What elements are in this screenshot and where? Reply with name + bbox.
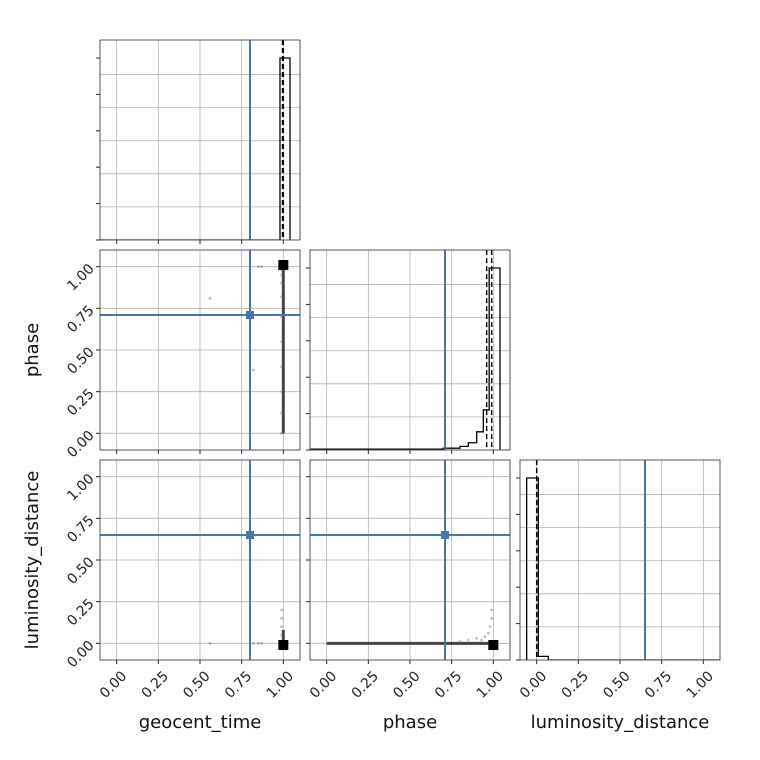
- panel-geocent_time-vs-luminosity_distance: 0.000.250.500.751.000.00 0.25 0.50 0.75 1.00: [64, 459, 301, 702]
- histogram-phase: [310, 267, 501, 450]
- grid-lines: [520, 460, 720, 660]
- sample-point: [280, 616, 284, 620]
- tick-label-x: 0.25: [559, 668, 592, 701]
- grid-lines: [100, 40, 300, 240]
- sample-point: [280, 633, 284, 637]
- panel-luminosity_distance-hist: 0.00 0.25 0.50 0.75 1.00: [516, 459, 721, 702]
- grid-lines: [310, 250, 510, 450]
- sample-point: [466, 638, 470, 642]
- tick-label-y: 0.25: [64, 596, 97, 629]
- sample-point: [280, 390, 284, 394]
- sample-point: [490, 608, 494, 612]
- tick-label-x: 0.25: [139, 668, 172, 701]
- sample-point: [256, 265, 260, 269]
- sample-point: [208, 296, 212, 300]
- sample-point: [280, 431, 284, 435]
- tick-label-x: 1.00: [684, 668, 717, 701]
- axis-label-x-luminosity_distance: luminosity_distance: [531, 712, 710, 733]
- peak-marker: [488, 640, 499, 650]
- sample-point: [260, 265, 264, 269]
- tick-label-y: 1.00: [64, 261, 97, 294]
- truth-marker: [246, 531, 254, 539]
- tick-label-x: 0.75: [642, 668, 675, 701]
- histogram-geocent_time: [100, 57, 291, 240]
- sample-point: [260, 641, 264, 645]
- tick-label-y: 0.50: [64, 344, 97, 377]
- axis-label-y-luminosity_distance: luminosity_distance: [22, 471, 43, 650]
- axis-label-y-phase: phase: [22, 323, 43, 377]
- tick-label-x: 0.00: [97, 668, 130, 701]
- sample-point: [458, 640, 462, 644]
- sample-point: [208, 641, 212, 645]
- sample-point: [280, 625, 284, 629]
- sample-point: [490, 616, 494, 620]
- grid-lines: [310, 460, 510, 660]
- sample-point: [280, 295, 284, 299]
- panel-phase-vs-luminosity_distance: 0.00 0.25 0.50 0.75 1.00: [306, 459, 511, 702]
- grid-lines: [100, 460, 300, 660]
- tick-label-y: 0.00: [64, 638, 97, 671]
- tick-label-x: 0.50: [180, 668, 213, 701]
- tick-label-y: 0.75: [64, 303, 97, 336]
- panel-frame: [99, 459, 301, 661]
- sample-point: [251, 641, 255, 645]
- sample-point: [280, 608, 284, 612]
- panel-geocent_time-vs-phase: 0.00 0.25 0.50 0.75 1.00: [64, 249, 301, 461]
- tick-label-x: 0.75: [222, 668, 255, 701]
- grid-lines: [100, 250, 300, 450]
- sample-point: [280, 411, 284, 415]
- panel-frame: [519, 459, 721, 661]
- histogram-luminosity_distance: [526, 477, 720, 660]
- panel-frame: [99, 249, 301, 451]
- tick-label-y: 0.75: [64, 513, 97, 546]
- panel-frame: [309, 249, 511, 451]
- truth-marker: [441, 531, 449, 539]
- tick-label-x: 0.50: [600, 668, 633, 701]
- sample-point: [483, 635, 487, 639]
- tick-label-x: 0.50: [390, 668, 423, 701]
- sample-point: [251, 368, 255, 372]
- panel-geocent_time-hist: [96, 39, 301, 244]
- tick-label-x: 0.00: [307, 668, 340, 701]
- tick-label-x: 0.00: [517, 668, 550, 701]
- tick-label-x: 1.00: [474, 668, 507, 701]
- truth-marker: [246, 311, 254, 319]
- tick-label-x: 1.00: [264, 668, 297, 701]
- sample-point: [488, 625, 492, 629]
- sample-point: [280, 365, 284, 369]
- tick-label-y: 0.50: [64, 554, 97, 587]
- tick-label-x: 0.25: [349, 668, 382, 701]
- tick-label-y: 0.00: [64, 428, 97, 461]
- panel-frame: [309, 459, 511, 661]
- sample-point: [480, 638, 484, 642]
- sample-point: [280, 273, 284, 277]
- peak-marker: [278, 640, 289, 650]
- peak-marker: [278, 260, 289, 270]
- tick-label-y: 0.25: [64, 386, 97, 419]
- tick-label-y: 1.00: [64, 471, 97, 504]
- axis-label-x-geocent_time: geocent_time: [139, 712, 262, 733]
- panel-frame: [99, 39, 301, 241]
- sample-point: [486, 631, 490, 635]
- sample-point: [256, 641, 260, 645]
- tick-label-x: 0.75: [432, 668, 465, 701]
- sample-point: [280, 281, 284, 285]
- panel-phase-hist: [306, 249, 511, 454]
- axis-label-x-phase: phase: [383, 712, 437, 733]
- sample-point: [475, 636, 479, 640]
- sample-point: [280, 340, 284, 344]
